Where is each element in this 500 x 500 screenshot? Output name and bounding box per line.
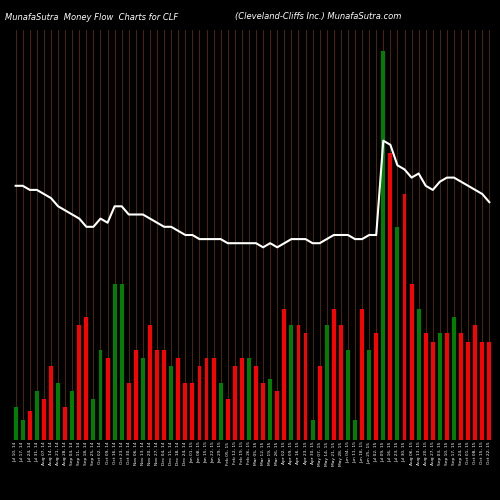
Bar [402,194,406,440]
Bar [353,420,357,440]
Bar [304,334,308,440]
Bar [416,309,420,440]
Bar [120,284,124,440]
Bar [141,358,145,440]
Bar [148,325,152,440]
Bar [204,358,208,440]
Bar [261,382,265,440]
Bar [28,412,32,440]
Text: (Cleveland-Cliffs Inc.) MunafaSutra.com: (Cleveland-Cliffs Inc.) MunafaSutra.com [235,12,402,22]
Bar [474,325,477,440]
Bar [240,358,244,440]
Bar [63,407,67,440]
Bar [396,227,400,440]
Bar [410,284,414,440]
Bar [346,350,350,440]
Bar [42,399,46,440]
Bar [431,342,434,440]
Bar [325,325,328,440]
Bar [310,420,314,440]
Bar [190,382,194,440]
Bar [480,342,484,440]
Bar [198,366,202,440]
Bar [184,382,188,440]
Bar [247,358,251,440]
Bar [78,325,81,440]
Bar [282,309,286,440]
Bar [212,358,216,440]
Bar [438,334,442,440]
Bar [360,309,364,440]
Bar [296,325,300,440]
Bar [98,350,102,440]
Bar [134,350,138,440]
Bar [14,407,18,440]
Bar [459,334,463,440]
Bar [276,391,279,440]
Text: MunafaSutra  Money Flow  Charts for CLF: MunafaSutra Money Flow Charts for CLF [5,12,178,22]
Bar [218,382,222,440]
Bar [382,50,385,440]
Bar [318,366,322,440]
Bar [92,399,96,440]
Bar [170,366,173,440]
Bar [155,350,159,440]
Bar [332,309,336,440]
Bar [339,325,343,440]
Bar [176,358,180,440]
Bar [388,153,392,440]
Bar [374,334,378,440]
Bar [233,366,237,440]
Bar [162,350,166,440]
Bar [35,391,39,440]
Bar [268,378,272,440]
Bar [466,342,470,440]
Bar [70,391,74,440]
Bar [49,366,53,440]
Bar [445,334,449,440]
Bar [290,325,294,440]
Bar [367,350,371,440]
Bar [106,358,110,440]
Bar [254,366,258,440]
Bar [226,399,230,440]
Bar [488,342,492,440]
Bar [21,420,24,440]
Bar [452,317,456,440]
Bar [127,382,130,440]
Bar [56,382,60,440]
Bar [424,334,428,440]
Bar [84,317,88,440]
Bar [112,284,116,440]
